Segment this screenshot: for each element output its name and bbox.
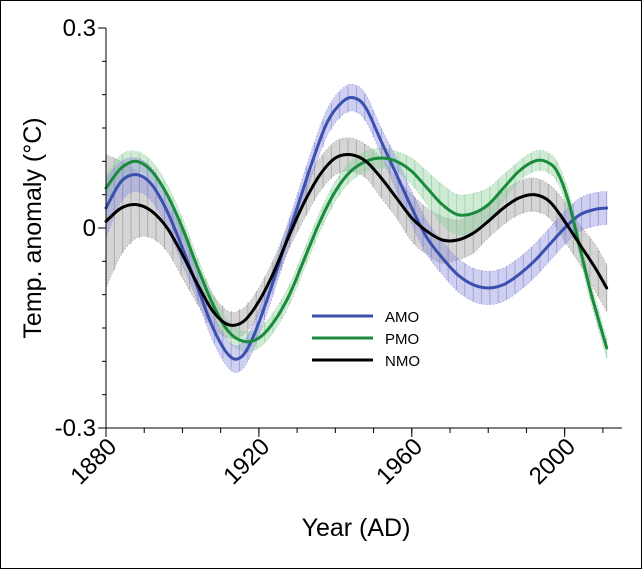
- y-tick-label: -0.3: [55, 415, 96, 442]
- y-tick-label: 0.3: [63, 15, 96, 42]
- y-axis-title: Temp. anomaly (°C): [19, 117, 47, 338]
- nmo-line: [104, 152, 609, 327]
- x-tick-label: 1920: [218, 433, 275, 490]
- legend-label-nmo: NMO: [385, 353, 420, 370]
- x-tick-label: 1960: [371, 433, 428, 490]
- y-tick-label: 0: [83, 215, 96, 242]
- x-axis-title: Year (AD): [302, 514, 411, 542]
- legend-label-amo: AMO: [385, 309, 419, 326]
- ticks: [98, 27, 604, 437]
- series-lines: [104, 96, 609, 361]
- amo-error-bars: [105, 86, 608, 372]
- x-tick-label: 2000: [524, 433, 581, 490]
- legend: AMO PMO NMO: [312, 309, 420, 370]
- legend-label-pmo: PMO: [385, 331, 419, 348]
